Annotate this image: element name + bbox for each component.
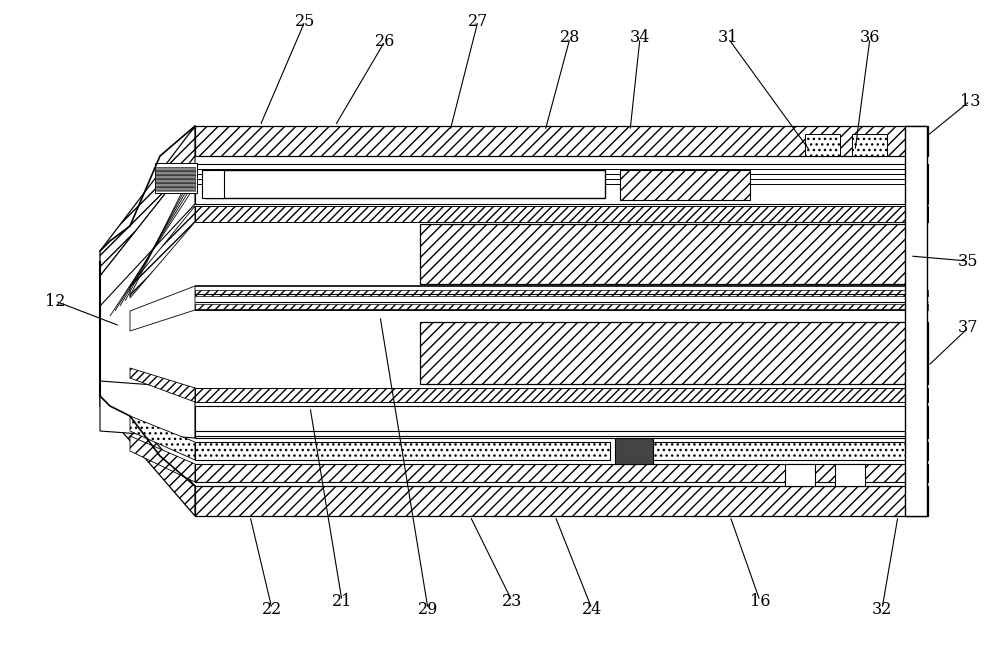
Bar (195, 388, 928, 402)
Bar (195, 442, 610, 460)
Text: 13: 13 (960, 92, 980, 110)
Text: 36: 36 (860, 30, 880, 47)
Bar (195, 406, 928, 438)
Bar (905, 126, 927, 516)
Polygon shape (130, 206, 195, 298)
Bar (155, 186, 195, 190)
Polygon shape (130, 436, 195, 482)
Polygon shape (130, 368, 195, 402)
Bar (202, 170, 224, 198)
Bar (155, 163, 197, 193)
Bar (785, 464, 815, 486)
Bar (615, 438, 653, 464)
Text: 21: 21 (332, 592, 352, 609)
Bar (805, 134, 840, 156)
Text: 12: 12 (45, 293, 65, 310)
Bar (835, 464, 865, 486)
Text: 31: 31 (718, 30, 738, 47)
Bar (195, 486, 928, 516)
Text: 35: 35 (958, 253, 978, 270)
Bar (205, 170, 605, 198)
Bar (420, 322, 928, 384)
Bar (195, 206, 928, 222)
Bar (195, 126, 928, 156)
Polygon shape (130, 416, 195, 460)
Bar (620, 170, 750, 200)
Text: 32: 32 (872, 600, 892, 617)
Text: 25: 25 (295, 12, 315, 30)
Text: 22: 22 (262, 600, 282, 617)
Polygon shape (100, 156, 195, 306)
Polygon shape (100, 381, 195, 516)
Bar (195, 164, 928, 204)
Bar (155, 167, 195, 170)
Bar (155, 178, 195, 182)
Text: 16: 16 (750, 592, 770, 609)
Polygon shape (100, 126, 195, 276)
Text: 26: 26 (375, 33, 395, 49)
Bar (155, 171, 195, 174)
Text: 27: 27 (468, 12, 488, 30)
Text: 34: 34 (630, 30, 650, 47)
Bar (195, 290, 928, 296)
Polygon shape (100, 381, 195, 438)
Bar (195, 304, 928, 310)
Bar (420, 224, 910, 284)
Text: 23: 23 (502, 592, 522, 609)
Text: 28: 28 (560, 30, 580, 47)
Text: 37: 37 (958, 319, 978, 337)
Bar (650, 442, 928, 460)
Bar (195, 464, 928, 482)
Text: 29: 29 (418, 600, 438, 617)
Bar (155, 182, 195, 186)
Bar (852, 134, 887, 156)
Polygon shape (130, 286, 195, 331)
Text: 24: 24 (582, 600, 602, 617)
Bar (155, 174, 195, 178)
